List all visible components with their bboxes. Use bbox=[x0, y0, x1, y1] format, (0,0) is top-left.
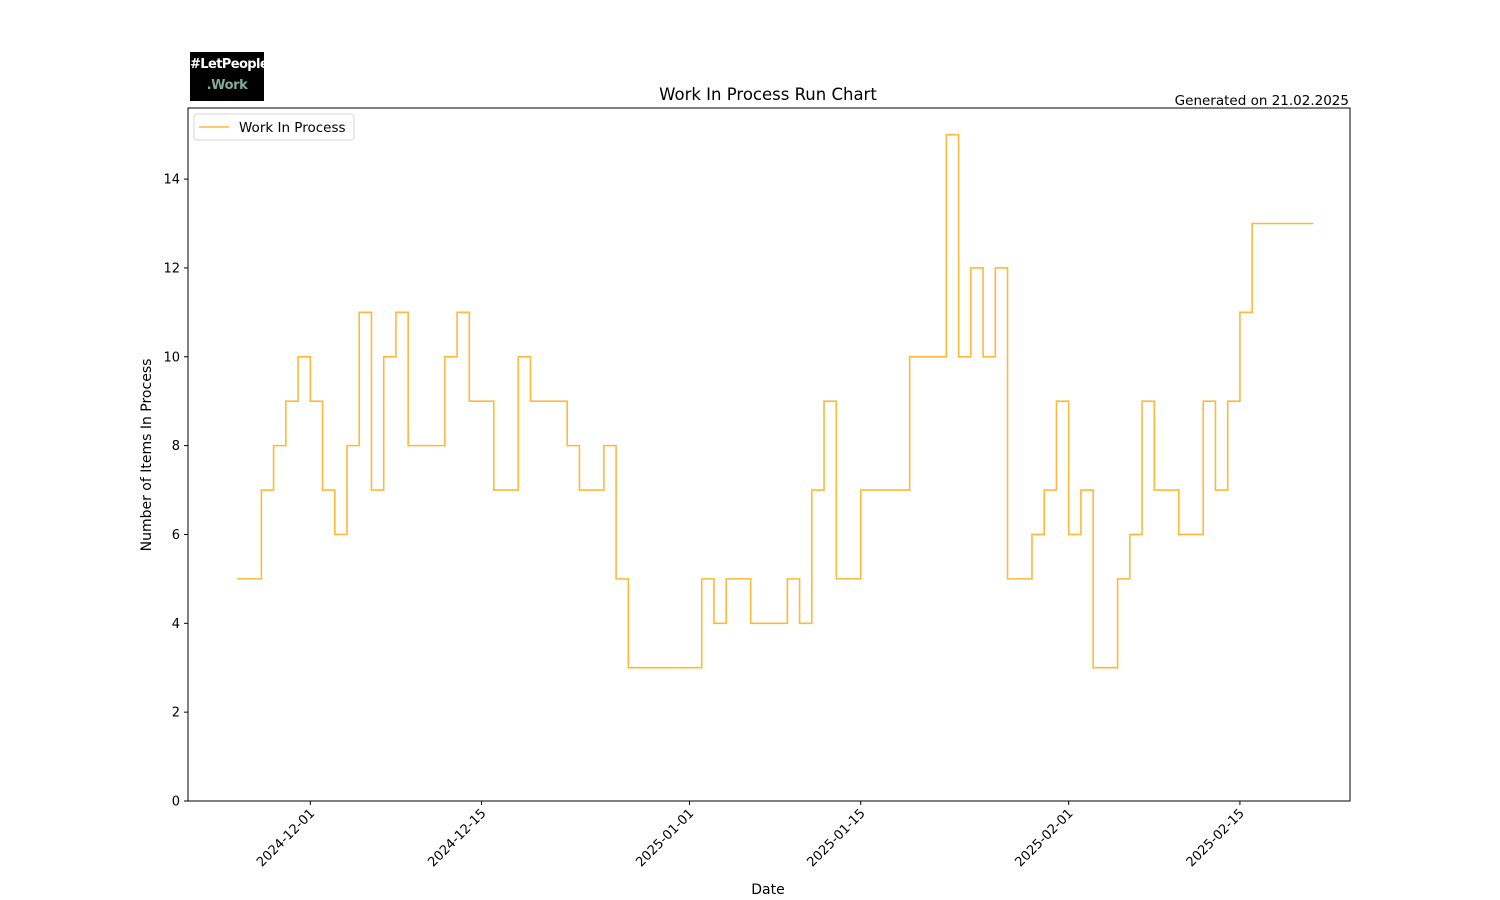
y-tick-label: 0 bbox=[172, 795, 180, 810]
generated-date-note: Generated on 21.02.2025 bbox=[1175, 93, 1349, 109]
y-tick-label: 6 bbox=[172, 528, 180, 543]
y-tick-label: 10 bbox=[163, 350, 180, 365]
y-tick-label: 8 bbox=[172, 439, 180, 454]
x-tick-label: 2025-02-01 bbox=[1012, 806, 1076, 870]
logo-line-2: .Work bbox=[206, 78, 248, 93]
x-tick-label: 2025-01-01 bbox=[633, 806, 697, 870]
legend-label: Work In Process bbox=[239, 120, 346, 136]
logo-line-1: #LetPeople bbox=[190, 57, 269, 72]
x-tick-label: 2025-01-15 bbox=[805, 806, 869, 870]
plot-area: 0 2 4 6 8 10 12 14 2024-12-01 2024-12-15 2025-01-0… bbox=[163, 107, 1351, 870]
axes-frame bbox=[187, 107, 1351, 802]
y-axis-label: Number of Items In Process bbox=[139, 359, 155, 552]
y-tick-label: 12 bbox=[163, 261, 180, 276]
x-tick-label: 2025-02-15 bbox=[1184, 806, 1248, 870]
wip-series-line bbox=[236, 133, 1314, 669]
legend-box bbox=[193, 113, 355, 141]
legend: Work In Process bbox=[193, 113, 355, 141]
x-tick-label: 2024-12-01 bbox=[254, 806, 318, 870]
y-tick-label: 14 bbox=[163, 173, 180, 188]
y-tick-label: 2 bbox=[172, 706, 180, 721]
y-tick-label: 4 bbox=[172, 617, 180, 632]
chart-title: Work In Process Run Chart bbox=[659, 85, 877, 104]
x-axis-label: Date bbox=[751, 882, 784, 898]
letpeople-work-logo: #LetPeople .Work bbox=[190, 52, 269, 101]
x-tick-label: 2024-12-15 bbox=[425, 806, 489, 870]
